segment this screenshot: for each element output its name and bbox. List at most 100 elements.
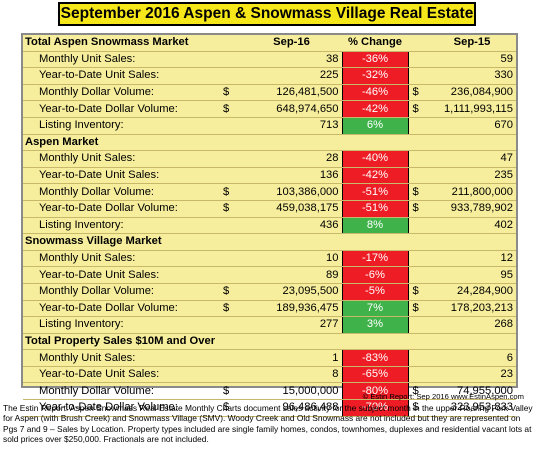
current-value: 648,974,650 xyxy=(241,100,342,118)
table-row: Year-to-Date Unit Sales: 225 -32% 330 xyxy=(23,67,516,85)
metric-label: Monthly Unit Sales: xyxy=(23,250,219,268)
current-value: 225 xyxy=(241,67,342,85)
currency-symbol: $ xyxy=(219,382,241,401)
prior-value: 933,789,902 xyxy=(428,200,516,218)
percent-change: -80% xyxy=(341,382,409,401)
metric-label: Monthly Dollar Volume: xyxy=(23,382,219,401)
current-value: 136 xyxy=(241,167,342,185)
section-header-row: Total Aspen Snowmass Market Sep-16% Chang… xyxy=(23,35,516,52)
current-value: 436 xyxy=(241,217,342,235)
current-value: 459,038,175 xyxy=(241,200,342,218)
prior-value: 6 xyxy=(428,349,516,367)
current-value: 277 xyxy=(241,316,342,334)
column-header-current: Sep-16 xyxy=(241,35,342,52)
column-header-change xyxy=(342,233,408,251)
currency-symbol: $ xyxy=(408,382,428,401)
currency-symbol xyxy=(408,51,428,69)
currency-symbol: $ xyxy=(408,100,428,118)
metric-label: Monthly Unit Sales: xyxy=(23,51,219,69)
column-header-prior: Sep-15 xyxy=(428,35,516,52)
prior-value: 330 xyxy=(428,67,516,85)
percent-change: -32% xyxy=(341,67,409,85)
table-row: Monthly Unit Sales: 1 -83% 6 xyxy=(23,349,516,367)
currency-symbol xyxy=(408,217,428,235)
metric-label: Listing Inventory: xyxy=(23,316,219,334)
current-value: 96,486,488 xyxy=(241,399,342,417)
metric-label: Year-to-Date Dollar Volume: xyxy=(23,399,219,417)
table-row: Listing Inventory: 436 8% 402 xyxy=(23,217,516,235)
table-row: Monthly Dollar Volume: $23,095,500 -5% $24,… xyxy=(23,283,516,301)
prior-value: 323,953,833 xyxy=(428,399,516,417)
current-value: 8 xyxy=(241,366,342,384)
currency-symbol xyxy=(219,167,241,185)
prior-value: 268 xyxy=(428,316,516,334)
table-row: Monthly Unit Sales: 10 -17% 12 xyxy=(23,250,516,268)
currency-symbol: $ xyxy=(408,399,428,417)
prior-value: 211,800,000 xyxy=(428,183,516,201)
percent-change: 6% xyxy=(341,117,409,135)
table-row: Year-to-Date Unit Sales: 136 -42% 235 xyxy=(23,167,516,185)
prior-value: 23 xyxy=(428,366,516,384)
percent-change: -51% xyxy=(341,200,409,218)
spacer-cell xyxy=(408,35,428,52)
prior-value: 47 xyxy=(428,150,516,168)
footnote-text: The Estin Report: Aspen Snowmass Real Es… xyxy=(3,403,533,445)
percent-change: -42% xyxy=(341,100,409,118)
metric-label: Monthly Unit Sales: xyxy=(23,150,219,168)
currency-symbol xyxy=(408,366,428,384)
currency-symbol: $ xyxy=(219,183,241,201)
currency-symbol xyxy=(219,316,241,334)
prior-value: 178,203,213 xyxy=(428,300,516,318)
current-value: 38 xyxy=(241,51,342,69)
prior-value: 402 xyxy=(428,217,516,235)
currency-symbol: $ xyxy=(408,283,428,301)
percent-change: 8% xyxy=(341,217,409,235)
spacer-cell xyxy=(408,134,428,152)
percent-change: -36% xyxy=(341,51,409,69)
currency-symbol: $ xyxy=(219,84,241,102)
column-header-current xyxy=(241,333,342,351)
currency-symbol: $ xyxy=(408,200,428,218)
section-heading: Total Aspen Snowmass Market xyxy=(23,35,219,52)
percent-change: -51% xyxy=(341,183,409,201)
currency-symbol xyxy=(219,117,241,135)
prior-value: 24,284,900 xyxy=(428,283,516,301)
prior-value: 95 xyxy=(428,266,516,284)
percent-change: -83% xyxy=(341,349,409,367)
current-value: 89 xyxy=(241,266,342,284)
metric-label: Year-to-Date Unit Sales: xyxy=(23,266,219,284)
currency-symbol: $ xyxy=(408,84,428,102)
spacer-cell xyxy=(219,134,241,152)
current-value: 23,095,500 xyxy=(241,283,342,301)
spacer-cell xyxy=(219,233,241,251)
prior-value: 74,955,000 xyxy=(428,382,516,401)
currency-symbol xyxy=(408,250,428,268)
currency-symbol: $ xyxy=(219,200,241,218)
percent-change: -46% xyxy=(341,84,409,102)
current-value: 28 xyxy=(241,150,342,168)
section-heading: Aspen Market xyxy=(23,134,219,152)
table-row: Monthly Dollar Volume: $103,386,000 -51% $2… xyxy=(23,183,516,201)
table-row: Year-to-Date Unit Sales: 8 -65% 23 xyxy=(23,366,516,384)
market-stats-table: Total Aspen Snowmass Market Sep-16% Chang… xyxy=(21,33,518,417)
column-header-change: % Change xyxy=(342,35,408,52)
column-header-current xyxy=(241,134,342,152)
prior-value: 1,111,993,115 xyxy=(428,100,516,118)
currency-symbol xyxy=(408,316,428,334)
copyright-credit: © Estin Report: Sep 2016 www.EstinAspen.… xyxy=(362,392,524,401)
currency-symbol: $ xyxy=(408,300,428,318)
currency-symbol xyxy=(408,67,428,85)
current-value: 15,000,000 xyxy=(241,382,342,401)
section-heading: Snowmass Village Market xyxy=(23,233,219,251)
section-header-row: Total Property Sales $10M and Over xyxy=(23,333,516,351)
prior-value: 670 xyxy=(428,117,516,135)
metric-label: Year-to-Date Dollar Volume: xyxy=(23,100,219,118)
table-row: Year-to-Date Dollar Volume: $459,038,175-… xyxy=(23,200,516,218)
currency-symbol xyxy=(408,266,428,284)
section-heading: Total Property Sales $10M and Over xyxy=(23,333,219,351)
currency-symbol: $ xyxy=(219,399,241,417)
table-row: Year-to-Date Dollar Volume: $648,974,650-… xyxy=(23,100,516,118)
column-header-change xyxy=(342,134,408,152)
currency-symbol xyxy=(219,366,241,384)
table-row: Monthly Dollar Volume: $15,000,000 -80% $74… xyxy=(23,382,516,401)
